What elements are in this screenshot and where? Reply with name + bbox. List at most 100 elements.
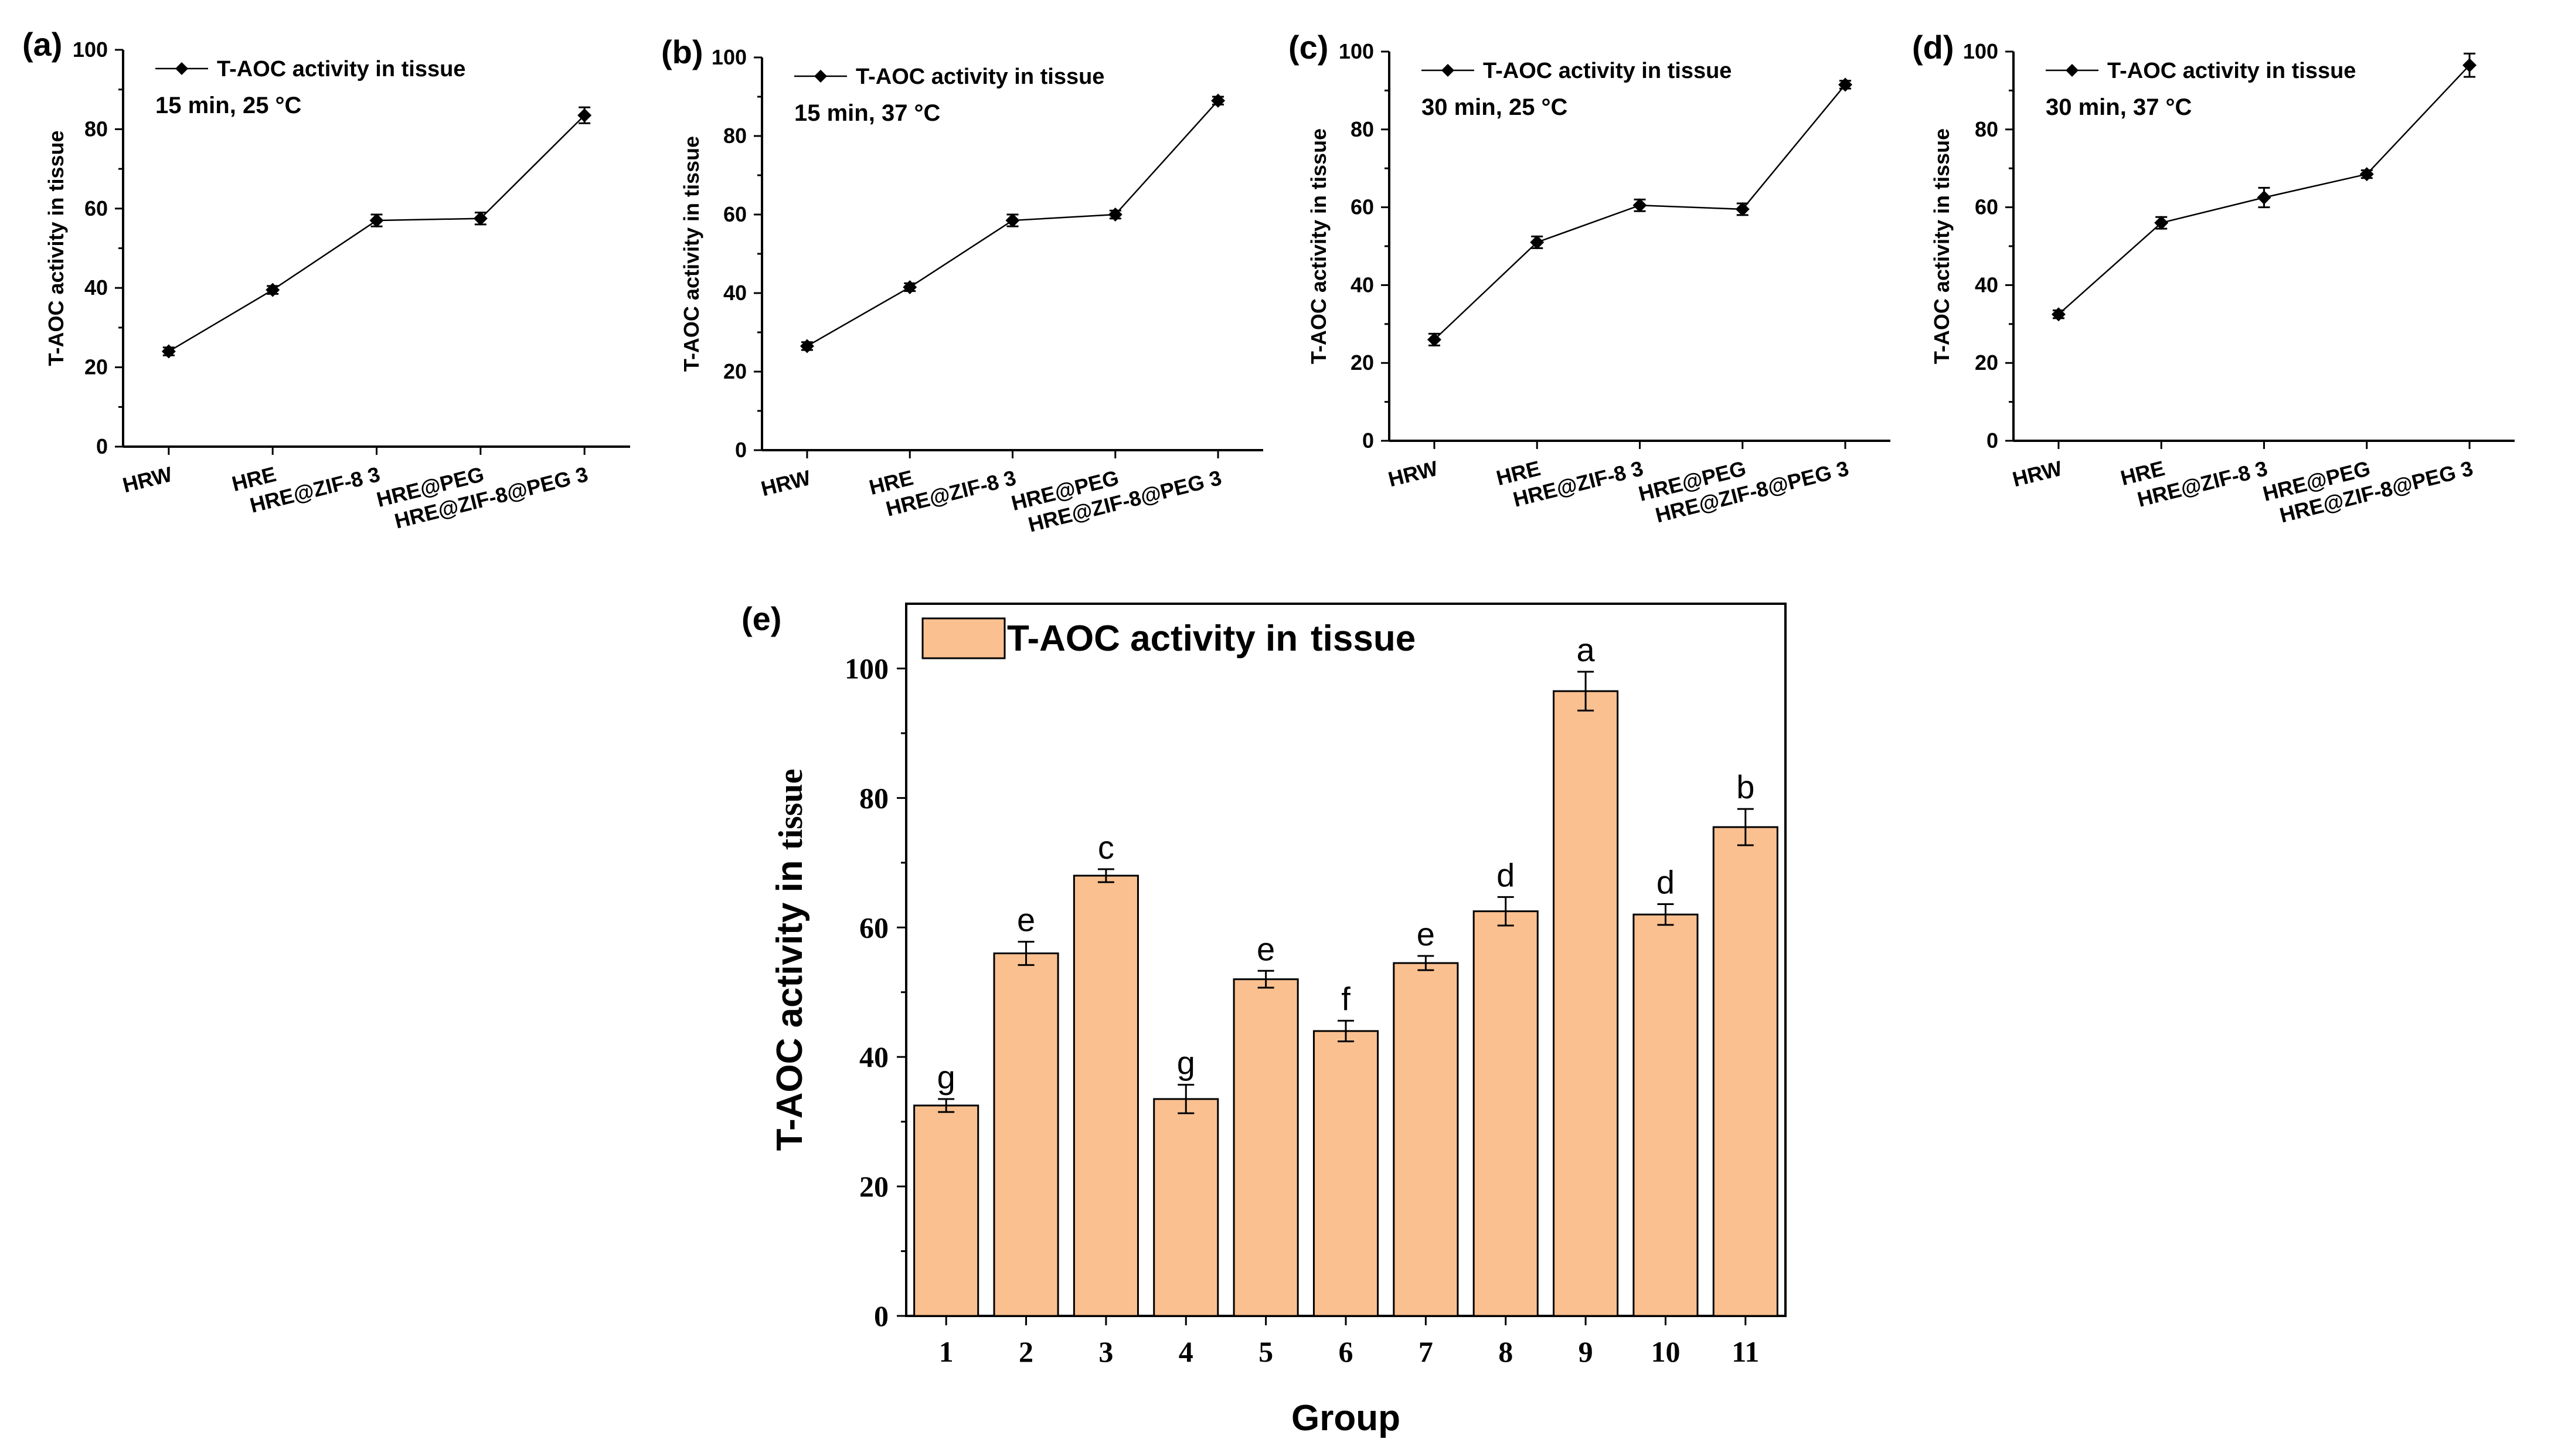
- condition-label: 30 min, 25 °C: [1421, 94, 1567, 120]
- data-point: [369, 213, 384, 228]
- x-tick-label: HRW: [120, 462, 175, 497]
- bar: [1233, 978, 1299, 1317]
- bar: [1553, 690, 1619, 1317]
- y-tick-label: 20: [84, 355, 108, 379]
- significance-letter: d: [1496, 856, 1515, 893]
- data-point: [2051, 307, 2066, 322]
- y-tick-label: 80: [1351, 117, 1374, 141]
- data-point: [161, 344, 176, 359]
- y-axis-label: T-AOC activity in tissue: [679, 136, 703, 372]
- panel-e: (e) 0 20 40 60 80 100 g 1 e 2 c 3 g 4 e 5 f 6 e 7 d 8 a 9 d 10 b 11 G…: [741, 600, 1787, 1438]
- y-tick-label: 20: [859, 1170, 889, 1203]
- y-tick-label: 80: [84, 117, 108, 141]
- legend-label: T-AOC activity in tissue: [1483, 59, 1732, 83]
- x-tick-label: 5: [1258, 1335, 1273, 1368]
- x-tick-label: 11: [1732, 1335, 1759, 1368]
- significance-letter: c: [1098, 829, 1114, 866]
- y-tick-label: 40: [1351, 273, 1374, 297]
- legend-label-tail: tissue: [1311, 618, 1416, 659]
- x-tick-label: 9: [1579, 1335, 1593, 1368]
- bar: [1073, 875, 1139, 1317]
- data-point: [2462, 58, 2477, 73]
- x-tick-label: HRW: [2010, 456, 2064, 491]
- x-tick-label: HRW: [758, 465, 813, 501]
- significance-letter: g: [937, 1059, 955, 1096]
- significance-letter: e: [1417, 916, 1435, 952]
- y-axis-label: T-AOC activity in tissue: [770, 769, 810, 1151]
- y-tick-label: 60: [723, 202, 747, 226]
- bar: [1393, 962, 1459, 1317]
- legend-marker: [1441, 64, 1454, 77]
- data-point: [1632, 198, 1647, 213]
- y-axis-label: T-AOC activity in tissue: [1307, 128, 1331, 364]
- bar: [1312, 1030, 1379, 1317]
- data-point: [1530, 235, 1545, 250]
- data-point: [473, 211, 488, 226]
- y-axis-label-main: T-AOC activity in: [770, 850, 810, 1151]
- significance-letter: e: [1017, 902, 1035, 938]
- x-tick-label: 3: [1098, 1335, 1113, 1368]
- y-tick-label: 60: [859, 911, 889, 944]
- data-point: [800, 339, 814, 353]
- condition-label: 15 min, 37 °C: [794, 100, 940, 126]
- data-point: [577, 108, 592, 123]
- panel-letter: (b): [661, 33, 703, 70]
- panel-letter: (c): [1288, 29, 1328, 66]
- y-tick-label: 80: [723, 124, 747, 148]
- condition-label: 15 min, 25 °C: [155, 93, 301, 118]
- data-point: [1735, 202, 1750, 216]
- series-line: [168, 114, 586, 352]
- y-tick-label: 0: [96, 434, 108, 458]
- panel-letter: (a): [22, 26, 62, 63]
- y-tick-label: 0: [1986, 428, 1998, 453]
- x-tick-label: HRW: [1386, 456, 1440, 491]
- y-tick-label: 100: [1339, 39, 1374, 63]
- bar: [913, 1104, 979, 1317]
- y-tick-label: 0: [874, 1299, 889, 1332]
- y-tick-label: 80: [1975, 117, 1998, 141]
- panel-letter: (e): [741, 600, 781, 637]
- legend-label: T-AOC activity in tissue: [217, 57, 465, 81]
- data-point: [1005, 213, 1020, 228]
- legend-marker: [2066, 64, 2079, 77]
- x-tick-label: 2: [1019, 1335, 1033, 1368]
- data-point: [1108, 207, 1122, 222]
- data-point: [2359, 167, 2374, 182]
- y-tick-label: 20: [1351, 351, 1374, 375]
- legend-marker: [175, 62, 188, 75]
- bar: [993, 952, 1059, 1317]
- legend-label: T-AOC activity in tissue: [2107, 59, 2356, 83]
- data-point: [1838, 77, 1853, 92]
- bar: [1632, 913, 1699, 1317]
- x-axis-label: Group: [1291, 1398, 1400, 1438]
- legend-marker: [814, 70, 827, 83]
- data-point: [1211, 93, 1226, 108]
- y-tick-label: 60: [1351, 195, 1374, 219]
- x-tick-label: 1: [939, 1335, 954, 1368]
- legend-label: T-AOC activity in tissue: [856, 64, 1104, 89]
- data-point: [2154, 216, 2169, 230]
- legend-label: T-AOC activity in: [1007, 618, 1298, 659]
- panel-letter: (d): [1912, 29, 1954, 66]
- x-tick-label: 10: [1651, 1335, 1680, 1368]
- y-axis-label: T-AOC activity in tissue: [1930, 128, 1954, 364]
- y-tick-label: 20: [1975, 351, 1998, 375]
- y-tick-label: 100: [845, 652, 889, 685]
- y-axis-label-tail: tissue: [771, 769, 809, 851]
- significance-letter: a: [1577, 631, 1596, 668]
- y-axis-label: T-AOC activity in tissue: [44, 130, 68, 366]
- data-point: [903, 280, 917, 294]
- x-tick-label: 6: [1339, 1335, 1353, 1368]
- y-tick-label: 100: [712, 45, 747, 69]
- condition-label: 30 min, 37 °C: [2046, 94, 2192, 120]
- y-tick-label: 100: [73, 38, 108, 62]
- y-tick-label: 0: [735, 438, 747, 462]
- y-tick-label: 100: [1963, 39, 1998, 63]
- y-tick-label: 0: [1362, 428, 1374, 453]
- data-point: [2257, 190, 2271, 205]
- significance-letter: f: [1341, 980, 1351, 1017]
